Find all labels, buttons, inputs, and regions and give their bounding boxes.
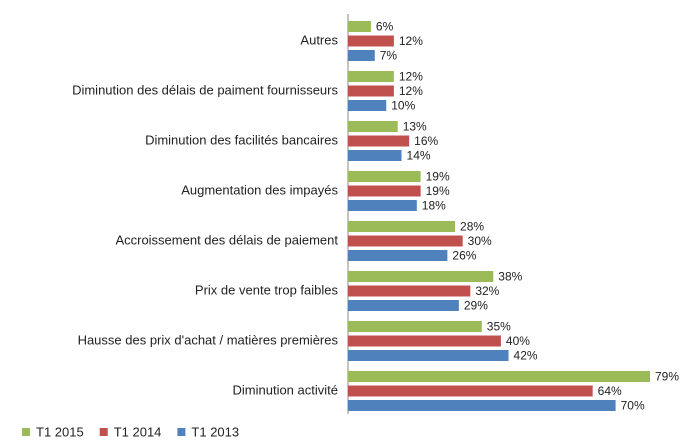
bar: [348, 271, 494, 282]
value-label: 10%: [391, 99, 415, 113]
value-label: 14%: [407, 149, 431, 163]
bar: [348, 50, 375, 61]
bar: [348, 371, 650, 382]
value-label: 35%: [487, 320, 511, 334]
bar: [348, 150, 402, 161]
bar: [348, 85, 394, 97]
value-label: 18%: [422, 199, 446, 213]
value-label: 32%: [475, 284, 499, 298]
value-label: 40%: [506, 334, 530, 348]
value-label: 64%: [598, 384, 622, 398]
bar: [348, 171, 421, 182]
value-label: 7%: [380, 49, 398, 63]
bar: [348, 250, 448, 261]
value-label: 29%: [464, 299, 488, 313]
value-label: 70%: [621, 399, 645, 413]
value-label: 13%: [403, 120, 427, 134]
category-label: Prix de vente trop faibles: [195, 282, 339, 297]
legend-label: T1 2014: [114, 424, 162, 439]
value-label: 38%: [498, 270, 522, 284]
value-label: 16%: [414, 134, 438, 148]
bar: [348, 100, 387, 111]
bar: [348, 21, 371, 32]
category-label: Autres: [300, 32, 338, 47]
value-label: 6%: [376, 20, 394, 34]
category-label: Diminution des facilités bancaires: [145, 132, 338, 147]
bar: [348, 200, 417, 211]
bar: [348, 121, 398, 132]
category-label: Diminution activité: [233, 382, 339, 397]
category-label: Augmentation des impayés: [181, 182, 338, 197]
category-label: Accroissement des délais de paiement: [115, 232, 338, 247]
value-label: 12%: [399, 34, 423, 48]
bar: [348, 71, 394, 82]
legend-label: T1 2013: [191, 424, 239, 439]
bar: [348, 335, 501, 347]
category-label: Diminution des délais de paiment fournis…: [72, 82, 338, 97]
bar: [348, 35, 394, 47]
bar: [348, 185, 421, 197]
legend-swatch: [177, 428, 186, 436]
bar: [348, 321, 482, 332]
value-label: 26%: [452, 249, 476, 263]
legend-swatch: [99, 428, 108, 436]
value-label: 12%: [399, 70, 423, 84]
value-label: 19%: [426, 170, 450, 184]
bar: [348, 300, 459, 311]
legend-label: T1 2015: [36, 424, 84, 439]
bar: [348, 385, 593, 397]
bar: [348, 285, 471, 297]
bar: [348, 400, 616, 411]
bar: [348, 221, 456, 232]
value-label: 30%: [468, 234, 492, 248]
legend-swatch: [22, 428, 30, 436]
value-label: 12%: [399, 84, 423, 98]
value-label: 19%: [426, 184, 450, 198]
bar: [348, 350, 509, 361]
value-label: 42%: [514, 349, 538, 363]
category-label: Hausse des prix d'achat / matières premi…: [78, 332, 339, 347]
value-label: 79%: [655, 370, 679, 384]
bar: [348, 235, 463, 247]
value-label: 28%: [460, 220, 484, 234]
bar: [348, 135, 410, 147]
